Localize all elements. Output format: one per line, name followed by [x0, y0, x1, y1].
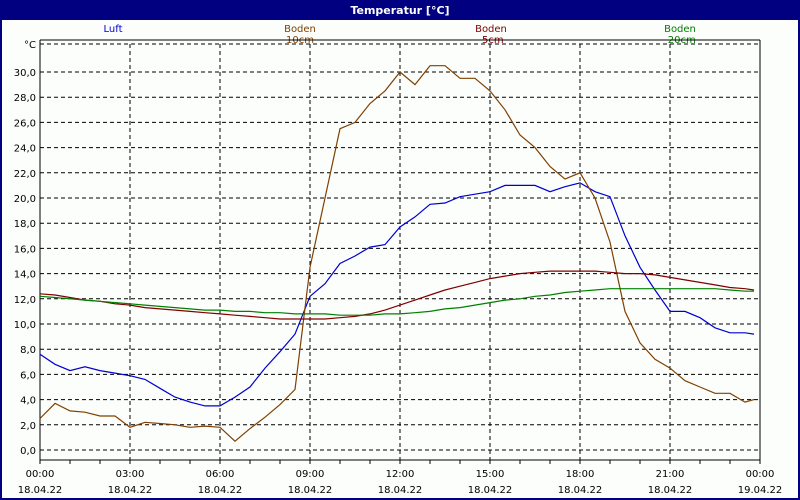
y-tick-label: 0,0 [20, 446, 36, 457]
series-boden-10cm [39, 65, 755, 442]
x-tick-date: 18.04.22 [378, 485, 423, 496]
y-tick-label: 22,0 [14, 169, 36, 180]
x-tick-date: 18.04.22 [648, 485, 693, 496]
x-tick-time: 12:00 [386, 469, 415, 480]
y-tick-label: 16,0 [14, 244, 36, 255]
x-tick-date: 19.04.22 [738, 485, 783, 496]
x-tick-time: 09:00 [296, 469, 325, 480]
x-tick-date: 18.04.22 [558, 485, 603, 496]
y-tick-label: 28,0 [14, 93, 36, 104]
x-tick-time: 18:00 [566, 469, 595, 480]
y-tick-label: 2,0 [20, 421, 36, 432]
x-tick-time: 15:00 [476, 469, 505, 480]
y-tick-label: 4,0 [20, 396, 36, 407]
x-tick-date: 18.04.22 [198, 485, 243, 496]
x-tick-time: 06:00 [206, 469, 235, 480]
legend-item-0: Luft [103, 24, 123, 35]
y-tick-label: 14,0 [14, 270, 36, 281]
series-boden-5cm [39, 270, 755, 320]
y-tick-label: 30,0 [14, 68, 36, 79]
series-luft [39, 182, 755, 407]
x-tick-time: 00:00 [26, 469, 55, 480]
series-boden-20cm [39, 288, 754, 316]
y-tick-label: 6,0 [20, 370, 36, 381]
x-tick-time: 00:00 [746, 469, 775, 480]
y-unit-label: °C [24, 40, 36, 51]
y-tick-label: 8,0 [20, 345, 36, 356]
y-tick-label: 18,0 [14, 219, 36, 230]
y-tick-label: 26,0 [14, 118, 36, 129]
window-title: Temperatur [°C] [2, 2, 798, 20]
x-tick-date: 18.04.22 [18, 485, 63, 496]
x-tick-time: 03:00 [116, 469, 145, 480]
y-tick-label: 12,0 [14, 295, 36, 306]
x-tick-date: 18.04.22 [108, 485, 153, 496]
y-tick-label: 24,0 [14, 144, 36, 155]
x-tick-date: 18.04.22 [468, 485, 513, 496]
x-tick-date: 18.04.22 [288, 485, 333, 496]
x-tick-time: 21:00 [656, 469, 685, 480]
y-tick-label: 10,0 [14, 320, 36, 331]
y-tick-label: 20,0 [14, 194, 36, 205]
